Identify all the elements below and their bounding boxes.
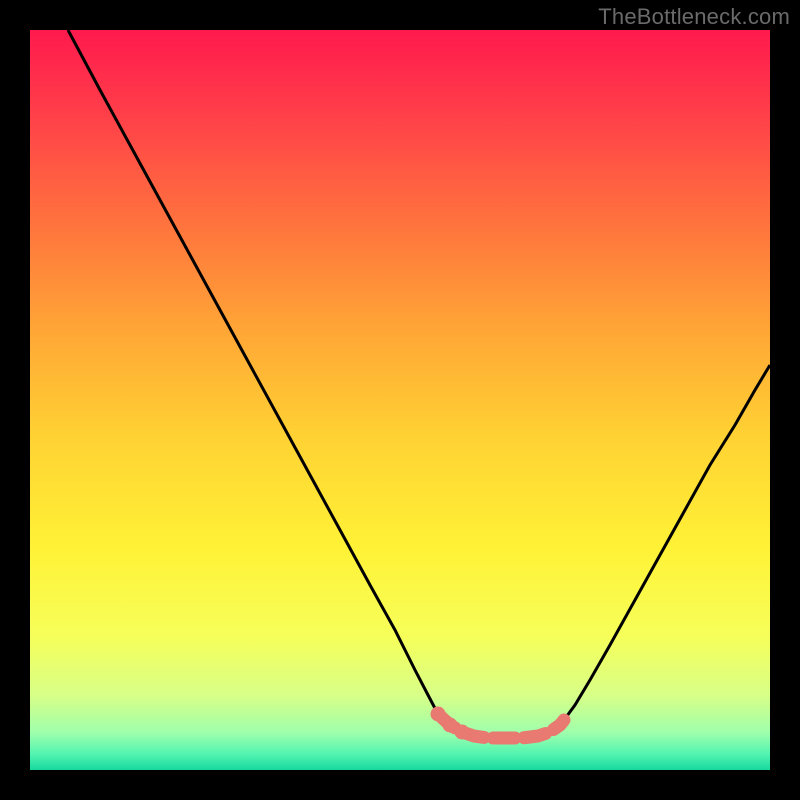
plot-area xyxy=(30,30,770,770)
watermark-text: TheBottleneck.com xyxy=(598,4,790,30)
flat-markers xyxy=(431,707,470,740)
curve-right xyxy=(564,365,770,720)
curve-left xyxy=(68,30,438,714)
chart-frame: TheBottleneck.com xyxy=(0,0,800,800)
curves-layer xyxy=(30,30,770,770)
